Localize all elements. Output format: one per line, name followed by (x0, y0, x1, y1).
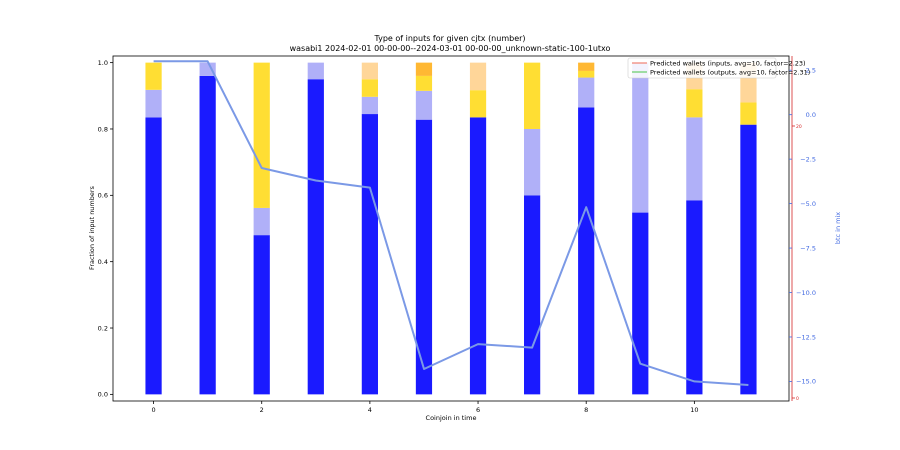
legend-label-outputs: Predicted wallets (outputs, avg=10, fact… (650, 69, 810, 77)
y-right-tick-label: −7.5 (800, 244, 816, 252)
bar-segment-4-2 (361, 79, 378, 97)
bar-segment-6-3 (469, 62, 487, 91)
legend-box (627, 57, 777, 79)
bar-segment-2-0 (253, 235, 270, 395)
y-right-tick-label: 0.0 (806, 111, 816, 119)
bar-segment-8-4 (578, 62, 595, 71)
btc-in-mix-line (153, 60, 749, 386)
bar-segment-6-0 (469, 117, 487, 395)
bar-segment-7-2 (524, 62, 541, 129)
bar-segment-10-2 (686, 89, 703, 118)
bar-segment-2-1 (253, 207, 270, 236)
y-axis-right: 2.5 0.0 −2.5 −5.0 −7.5 −10.0 −12.5 −15.0 (789, 67, 816, 386)
bar-segment-6-2 (469, 90, 487, 118)
y-tick-label: 0.4 (98, 258, 108, 266)
y-tick-label: 0.8 (98, 125, 108, 133)
x-tick-label: 2 (260, 406, 264, 414)
btc-line-group (153, 60, 749, 386)
bar-segment-5-2 (415, 75, 433, 91)
bar-segment-5-1 (415, 90, 433, 120)
bar-segment-1-1 (199, 62, 216, 76)
bar-segment-3-0 (307, 79, 324, 395)
bar-segment-11-0 (740, 124, 757, 395)
y-axis-right-label: btc in mix (834, 212, 842, 244)
y-right-tick-label: 2.5 (806, 67, 816, 75)
bar-segment-0-0 (145, 117, 162, 395)
bar-segment-11-2 (740, 102, 757, 125)
chart-title-line2: wasabi1 2024-02-01 00-00-00--2024-03-01 … (290, 44, 611, 53)
bar-segment-8-2 (578, 70, 595, 78)
y-right-tick-label: −15.0 (796, 378, 816, 386)
x-tick-label: 6 (476, 406, 480, 414)
bar-segment-5-0 (415, 119, 433, 395)
x-axis-label: Coinjoin in time (426, 414, 477, 422)
y-tick-label: 0.0 (98, 391, 108, 399)
y-right-tick-label: −10.0 (796, 289, 816, 297)
bar-segment-8-1 (578, 77, 595, 108)
red-axis-tick-label: 20 (796, 124, 802, 130)
y-right-tick-label: −12.5 (796, 333, 816, 341)
bar-segment-7-1 (524, 128, 541, 196)
bar-segment-10-1 (686, 117, 703, 201)
bar-segment-3-1 (307, 62, 324, 80)
bar-segment-2-2 (253, 62, 270, 208)
y-right-tick-label: −5.0 (800, 200, 816, 208)
x-tick-label: 10 (690, 406, 698, 414)
y-axis-label: Fraction of input numbers (88, 185, 96, 269)
bar-segment-9-1 (632, 62, 649, 213)
legend-label-inputs: Predicted wallets (inputs, avg=10, facto… (650, 60, 806, 68)
bar-segment-4-1 (361, 96, 378, 115)
bar-segment-0-2 (145, 62, 162, 90)
x-tick-label: 4 (368, 406, 372, 414)
chart-title-line1: Type of inputs for given cjtx (number) (373, 34, 525, 43)
y-tick-label: 0.6 (98, 192, 108, 200)
x-axis: 0 2 4 6 8 10 (151, 401, 699, 414)
y-right-tick-label: −2.5 (800, 155, 816, 163)
bar-segment-1-0 (199, 75, 216, 395)
bar-segment-5-4 (415, 62, 433, 76)
bar-segment-4-0 (361, 114, 378, 395)
bar-segment-7-0 (524, 195, 541, 395)
red-axis-tick-label: 0 (796, 396, 799, 402)
bar-segment-10-0 (686, 200, 703, 395)
bar-segment-0-1 (145, 89, 162, 118)
x-tick-label: 8 (584, 406, 588, 414)
y-axis-left: 0.0 0.2 0.4 0.6 0.8 1.0 (98, 59, 113, 399)
plot-frame (112, 55, 790, 402)
y-tick-label: 1.0 (98, 59, 108, 67)
red-axis: 20 0 (791, 56, 802, 402)
bars (145, 62, 757, 395)
bar-segment-9-0 (632, 212, 649, 395)
bar-segment-4-3 (361, 62, 378, 80)
x-tick-label: 0 (151, 406, 155, 414)
bar-segment-8-0 (578, 107, 595, 395)
y-tick-label: 0.2 (98, 324, 108, 332)
legend: Predicted wallets (inputs, avg=10, facto… (627, 57, 810, 79)
